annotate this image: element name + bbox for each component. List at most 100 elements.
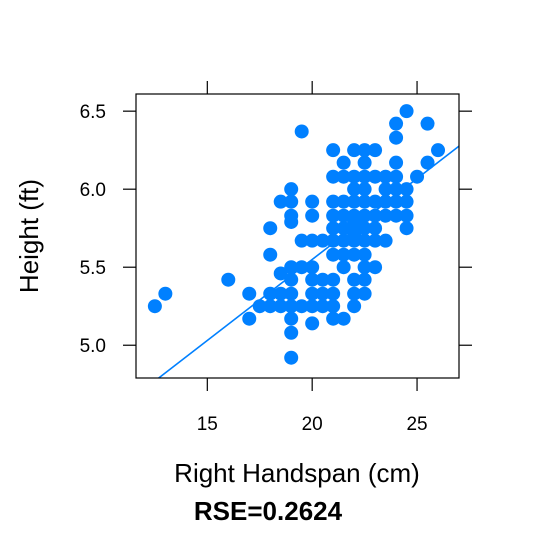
data-point xyxy=(347,233,362,248)
data-point xyxy=(294,233,309,248)
data-point xyxy=(357,272,372,287)
data-point xyxy=(368,208,383,223)
data-point xyxy=(326,169,341,184)
data-point xyxy=(378,169,393,184)
data-point xyxy=(336,311,351,326)
data-point xyxy=(284,325,299,340)
data-point xyxy=(305,286,320,301)
y-axis-title: Height (ft) xyxy=(14,179,44,293)
data-point xyxy=(326,221,341,236)
data-points xyxy=(147,104,446,365)
data-point xyxy=(347,194,362,209)
data-point xyxy=(284,182,299,197)
data-point xyxy=(326,247,341,262)
data-point xyxy=(326,286,341,301)
regression-line xyxy=(157,145,459,378)
data-point xyxy=(347,182,362,197)
data-point xyxy=(357,208,372,223)
data-point xyxy=(294,299,309,314)
data-point xyxy=(368,233,383,248)
data-point xyxy=(389,116,404,131)
data-point xyxy=(357,143,372,158)
data-point xyxy=(284,214,299,229)
plot-frame xyxy=(135,93,460,379)
data-point xyxy=(263,221,278,236)
x-tick-label: 20 xyxy=(302,414,323,435)
data-point xyxy=(326,311,341,326)
data-point xyxy=(347,169,362,184)
y-tick-label: 5.0 xyxy=(80,336,106,357)
data-point xyxy=(336,169,351,184)
data-point xyxy=(221,272,236,287)
data-point xyxy=(357,247,372,262)
data-point xyxy=(305,233,320,248)
data-point xyxy=(158,286,173,301)
data-point xyxy=(357,260,372,275)
data-point xyxy=(284,286,299,301)
data-point xyxy=(326,233,341,248)
data-point xyxy=(326,143,341,158)
data-point xyxy=(263,286,278,301)
data-point xyxy=(305,272,320,287)
data-point xyxy=(399,221,414,236)
data-point xyxy=(420,116,435,131)
data-point xyxy=(368,260,383,275)
data-point xyxy=(273,286,288,301)
data-point xyxy=(284,260,299,275)
data-point xyxy=(357,194,372,209)
data-point xyxy=(357,286,372,301)
data-point xyxy=(389,208,404,223)
data-point xyxy=(284,350,299,365)
data-point xyxy=(273,299,288,314)
data-point xyxy=(431,143,446,158)
data-point xyxy=(368,143,383,158)
data-point xyxy=(284,194,299,209)
data-point xyxy=(347,286,362,301)
data-point xyxy=(368,194,383,209)
data-point xyxy=(305,316,320,331)
regression-line-group xyxy=(157,145,459,378)
tick-labels: 15 20 25 5.0 5.5 6.0 6.5 xyxy=(80,102,428,435)
data-point xyxy=(357,182,372,197)
data-point xyxy=(347,247,362,262)
data-point xyxy=(242,286,257,301)
data-point xyxy=(326,272,341,287)
data-point xyxy=(305,260,320,275)
data-point xyxy=(147,299,162,314)
data-point xyxy=(305,299,320,314)
rse-annotation: RSE=0.2624 xyxy=(194,496,343,526)
data-point xyxy=(347,272,362,287)
data-point xyxy=(284,272,299,287)
data-point xyxy=(305,208,320,223)
data-point xyxy=(399,182,414,197)
data-point xyxy=(378,208,393,223)
data-point xyxy=(399,208,414,223)
data-point xyxy=(378,182,393,197)
data-point xyxy=(284,299,299,314)
y-tick-label: 6.0 xyxy=(80,180,106,201)
data-point xyxy=(357,169,372,184)
data-point xyxy=(336,260,351,275)
data-point xyxy=(357,233,372,248)
data-point xyxy=(315,233,330,248)
data-point xyxy=(368,169,383,184)
data-point xyxy=(389,130,404,145)
data-point xyxy=(326,194,341,209)
data-point xyxy=(347,299,362,314)
data-point xyxy=(273,266,288,281)
data-point xyxy=(357,155,372,170)
data-point xyxy=(242,311,257,326)
data-point xyxy=(326,299,341,314)
x-tick-label: 25 xyxy=(406,414,427,435)
data-point xyxy=(284,311,299,326)
data-point xyxy=(263,247,278,262)
data-point xyxy=(336,155,351,170)
data-point xyxy=(389,155,404,170)
data-point xyxy=(336,247,351,262)
data-point xyxy=(294,124,309,139)
data-point xyxy=(315,299,330,314)
data-point xyxy=(273,194,288,209)
data-point xyxy=(378,233,393,248)
data-point xyxy=(326,208,341,223)
